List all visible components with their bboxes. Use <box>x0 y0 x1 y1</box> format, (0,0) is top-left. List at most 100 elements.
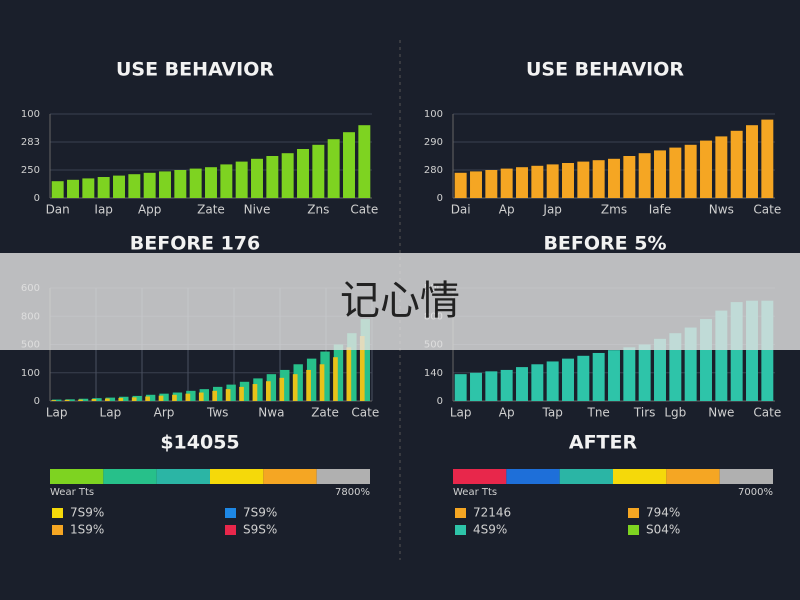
color-strip-segment <box>613 469 667 484</box>
bar <box>333 344 344 401</box>
bar <box>746 125 758 198</box>
x-tick-label: Lap <box>450 406 472 420</box>
y-tick-label: 0 <box>437 193 443 204</box>
bar <box>454 172 467 198</box>
x-tick-label: Zns <box>307 203 329 217</box>
bar <box>623 156 636 198</box>
x-tick-label: Cate <box>753 406 781 420</box>
x-tick-label: Cate <box>351 406 379 420</box>
bar <box>51 400 57 401</box>
bar <box>266 381 271 401</box>
bar <box>119 396 129 401</box>
color-strip-segment <box>506 469 560 484</box>
legend-swatch <box>455 525 466 535</box>
strip-left-label: Wear Tts <box>50 487 94 498</box>
legend-swatch <box>628 508 639 518</box>
bar <box>198 392 204 401</box>
x-tick-label: Lap <box>100 406 122 420</box>
bar <box>51 181 64 198</box>
bar <box>306 358 317 401</box>
x-tick-label: Iap <box>94 203 113 217</box>
legend-label: S9S% <box>243 523 277 537</box>
bar <box>715 310 728 401</box>
bar <box>500 168 513 198</box>
bar <box>470 372 482 401</box>
legend-label: S04% <box>646 523 680 537</box>
legend-swatch <box>52 508 63 518</box>
color-strip-segment <box>50 469 104 484</box>
color-strip-segment <box>210 469 264 484</box>
bar <box>91 399 97 401</box>
headline: AFTER <box>569 432 638 454</box>
color-strip-segment <box>453 469 507 484</box>
bar <box>64 399 70 401</box>
overlay-band <box>0 253 800 350</box>
color-strip-segment <box>559 469 613 484</box>
bar <box>654 338 666 401</box>
legend-swatch <box>52 525 63 535</box>
x-tick-label: Dai <box>451 203 471 217</box>
bar <box>684 327 697 401</box>
color-strip-segment <box>719 469 773 484</box>
overlay-text: 记心情 <box>340 278 460 324</box>
bar <box>592 160 605 198</box>
x-tick-label: Iafe <box>649 203 672 217</box>
y-tick-label: 0 <box>34 396 40 407</box>
bar <box>333 357 338 401</box>
bar <box>761 300 774 401</box>
y-tick-label: 250 <box>21 165 40 176</box>
bar <box>97 177 110 198</box>
x-tick-label: Cate <box>753 203 781 217</box>
bar <box>118 397 124 401</box>
chart-title: USE BEHAVIOR <box>526 59 684 81</box>
x-tick-label: App <box>138 203 161 217</box>
bar <box>360 319 370 401</box>
bar <box>128 174 141 198</box>
bar <box>159 393 169 401</box>
x-tick-label: Jap <box>542 203 562 217</box>
legend-swatch <box>628 525 639 535</box>
x-tick-label: Lap <box>46 406 68 420</box>
bar <box>327 139 340 198</box>
bar <box>266 156 279 198</box>
bar <box>172 394 177 401</box>
bar <box>158 395 164 401</box>
chart-caption: BEFORE 5% <box>543 233 666 255</box>
legend-label: 4S9% <box>473 523 507 537</box>
bar <box>281 153 294 198</box>
bar <box>730 302 743 401</box>
bar <box>531 165 544 198</box>
bar <box>143 172 156 198</box>
x-tick-label: Nwa <box>258 406 284 420</box>
color-strip-segment <box>666 469 720 484</box>
bar <box>485 371 498 401</box>
bar <box>279 377 285 401</box>
bar <box>78 398 89 401</box>
bar <box>189 168 202 198</box>
bar <box>251 158 263 198</box>
y-tick-label: 140 <box>424 368 443 379</box>
bar <box>297 149 309 198</box>
bar <box>226 384 236 401</box>
bar <box>669 333 682 401</box>
x-tick-label: Zate <box>197 203 225 217</box>
bar <box>684 144 697 198</box>
bar <box>347 333 357 401</box>
legend-swatch <box>225 525 236 535</box>
bar <box>82 178 95 198</box>
bar <box>67 179 79 198</box>
bar <box>306 369 311 401</box>
bar <box>485 170 498 198</box>
bar <box>225 389 231 401</box>
bar <box>562 163 574 198</box>
bar <box>132 395 142 401</box>
strip-right-label: 7800% <box>335 487 370 498</box>
y-tick-label: 280 <box>424 165 443 176</box>
x-tick-label: Arp <box>154 406 175 420</box>
bar <box>454 374 467 401</box>
bar <box>105 397 116 401</box>
bar <box>470 171 482 198</box>
headline: $14055 <box>160 432 239 454</box>
bar <box>266 374 277 401</box>
